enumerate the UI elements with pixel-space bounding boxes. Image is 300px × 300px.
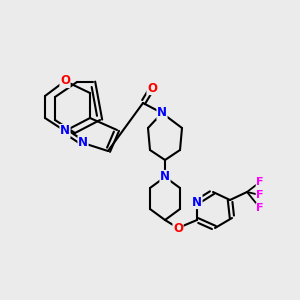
Text: N: N (157, 106, 167, 119)
Text: F: F (256, 177, 264, 187)
Text: O: O (60, 74, 70, 88)
Text: O: O (173, 221, 183, 235)
Text: O: O (147, 82, 157, 94)
Text: F: F (256, 203, 264, 213)
Text: N: N (192, 196, 202, 208)
Text: N: N (160, 170, 170, 184)
Text: N: N (78, 136, 88, 149)
Text: N: N (60, 124, 70, 137)
Text: F: F (256, 190, 264, 200)
